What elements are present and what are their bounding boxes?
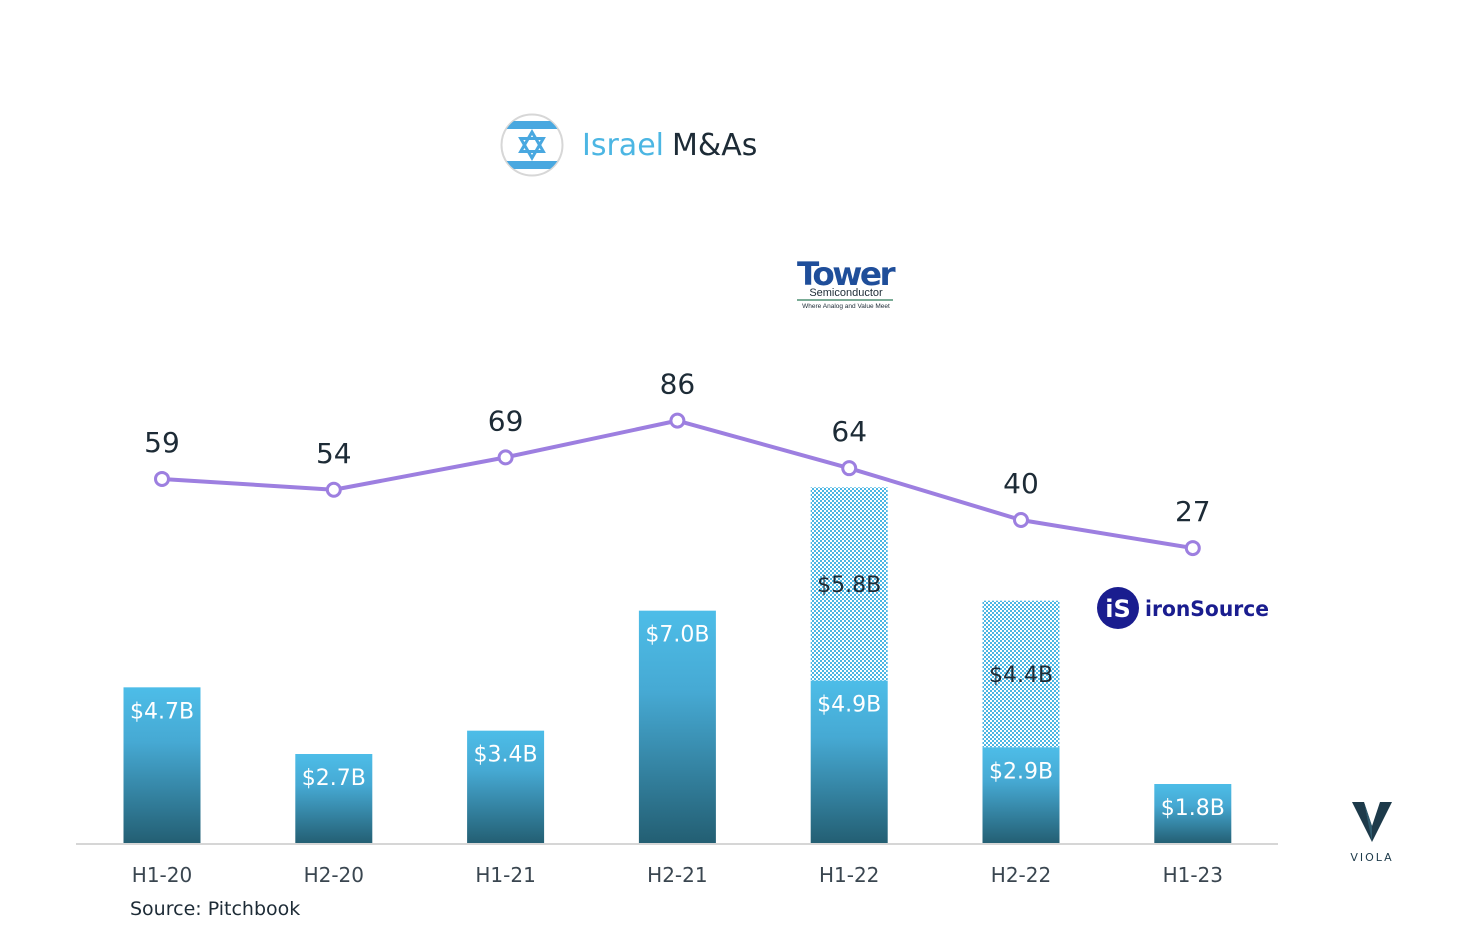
title-accent: Israel [582,127,664,163]
bar-h1-23 [1154,784,1232,844]
bar-h1-22 [810,680,888,844]
bar-label-h2-22: $2.9B [989,759,1053,784]
bar-label-h1-20: $4.7B [130,699,194,724]
bar-labels: $4.7B $2.7B $3.4B $7.0B $4.9B $5.8B $2.9B $4.4B… [130,573,1225,821]
line-point-h2-21 [669,412,686,429]
x-tick-h1-20: H1-20 [132,863,192,887]
line-label-h1-22: 64 [831,415,867,448]
x-tick-h1-23: H1-23 [1163,863,1223,887]
bar-label-h1-23: $1.8B [1161,796,1225,821]
bar-h2-22 [982,747,1060,844]
source-note: Source: Pitchbook [130,898,301,920]
line-point-h2-22 [1013,512,1029,528]
viola-v-logo-icon [1352,802,1392,842]
x-tick-h2-22: H2-22 [991,863,1051,887]
bar-h2-20 [295,754,373,844]
line-point-h2-20 [325,481,342,498]
ironsource-logo: iS ironSource [1097,587,1269,629]
bar-label-h1-21: $3.4B [474,743,538,768]
chart-title: Israel M&As [500,112,757,178]
line-point-h1-23 [1184,540,1201,557]
ironsource-logo-name: ironSource [1145,597,1269,621]
x-ticks: H1-20 H2-20 H1-21 H2-21 H1-22 H2-22 H1-23 [132,863,1223,887]
bar-label-h1-22: $4.9B [817,693,881,718]
tower-semiconductor-logo: Tower Semiconductor Where Analog and Val… [797,255,898,310]
bar-label-h2-20: $2.7B [302,766,366,791]
viola-logo: VIOLA [1336,800,1408,864]
line-label-h2-20: 54 [316,437,352,470]
line-point-h1-20 [154,470,170,487]
bar-h2-21 [638,610,716,844]
viola-logo-text: VIOLA [1350,851,1394,864]
deal-count-line: 59 54 69 86 64 40 27 [144,368,1211,557]
bar-h1-20 [123,687,201,844]
x-tick-h2-20: H2-20 [304,863,364,887]
x-tick-h1-21: H1-21 [475,863,535,887]
line-label-h1-20: 59 [144,426,180,459]
stacked-bar-label-h1-22: $5.8B [817,573,881,598]
line-point-h1-21 [497,449,514,466]
ironsource-logo-mark: iS [1105,595,1131,623]
title-main: M&As [672,127,758,163]
x-tick-h2-21: H2-21 [647,863,707,887]
line-label-h2-21: 86 [660,368,696,401]
tower-logo-tagline: Where Analog and Value Meet [802,303,890,310]
israel-flag-icon [500,113,564,177]
ironsource-logo-badge [1097,587,1139,629]
line-label-h1-21: 69 [488,404,524,437]
stacked-bar-label-h2-22: $4.4B [989,663,1053,688]
bar-label-h2-21: $7.0B [645,623,709,648]
stacked-bar-h1-22 [810,487,888,681]
line-label-h1-23: 27 [1175,495,1211,528]
tower-logo-sub: Semiconductor [809,287,883,299]
line-point-h1-22 [841,460,858,477]
line-label-h2-22: 40 [1003,467,1039,500]
stacked-bar-h2-22 [982,600,1060,748]
bars [123,610,1232,844]
tower-logo-name: Tower [797,255,896,293]
bar-h1-21 [467,730,545,844]
x-tick-h1-22: H1-22 [819,863,879,887]
stacked-bars [810,487,1060,748]
